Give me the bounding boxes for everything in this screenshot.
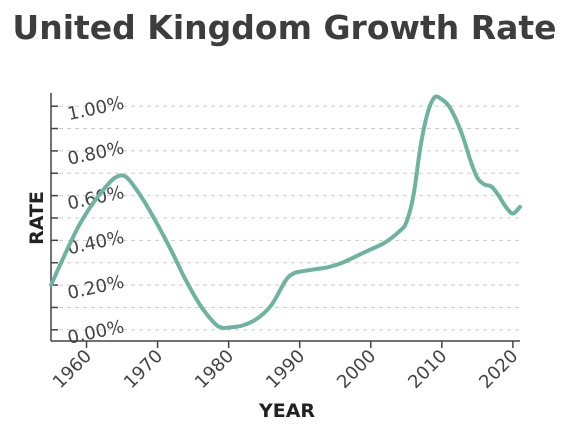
x-tick-label: 1990 xyxy=(262,346,309,393)
chart-title: United Kingdom Growth Rate xyxy=(12,8,557,47)
x-tick-label: 2010 xyxy=(404,346,451,393)
series-line xyxy=(49,94,522,331)
y-tick-labels: 0.00%0.20%0.40%0.60%0.80%1.00% xyxy=(66,93,126,349)
x-tick-label: 2020 xyxy=(475,346,522,393)
gridlines xyxy=(51,105,520,331)
x-tick-label: 1960 xyxy=(49,346,96,393)
y-tick-label: 0.20% xyxy=(66,272,126,304)
y-tick-label: 1.00% xyxy=(66,93,126,125)
y-tick-label: 0.80% xyxy=(66,137,126,169)
x-tick-labels: 1960 1970 1980 1990 2000 2010 2020 xyxy=(49,346,523,393)
x-tick-label: 1980 xyxy=(191,346,238,393)
y-tick-label: 0.00% xyxy=(66,316,126,348)
x-tick-label: 2000 xyxy=(333,346,380,393)
x-axis-title: YEAR xyxy=(258,400,315,422)
axes xyxy=(50,93,520,348)
x-tick-label: 1970 xyxy=(120,346,167,393)
y-axis-title: RATE xyxy=(26,191,48,245)
